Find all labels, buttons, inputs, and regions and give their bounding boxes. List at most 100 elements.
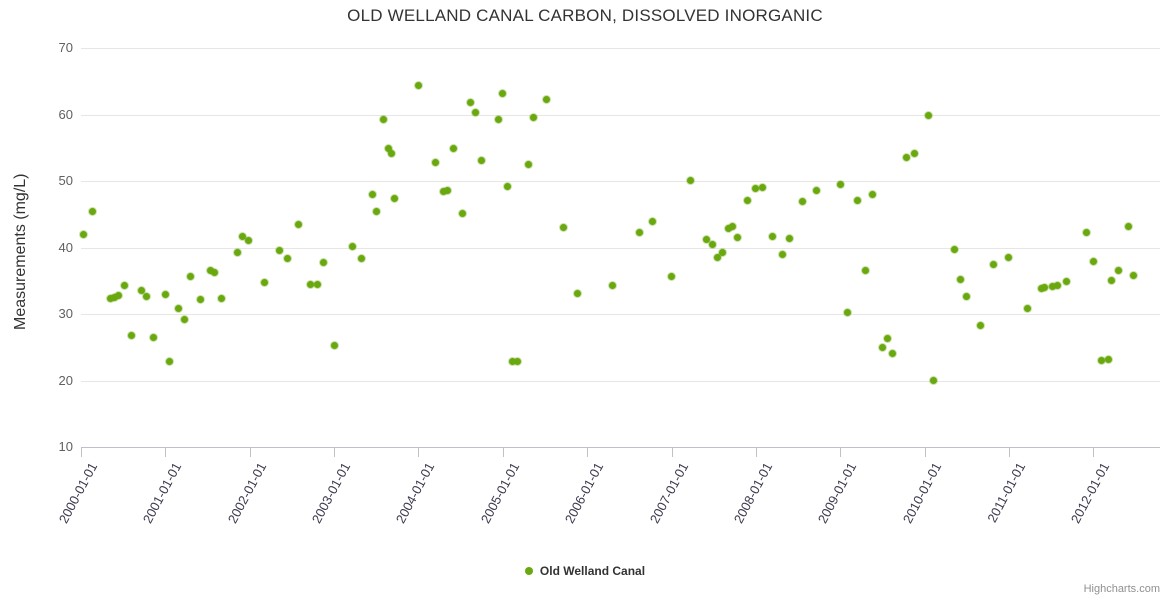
credits-label[interactable]: Highcharts.com	[1083, 583, 1160, 595]
scatter-point[interactable]	[161, 291, 169, 299]
scatter-point[interactable]	[128, 331, 136, 339]
scatter-point[interactable]	[187, 273, 195, 281]
scatter-point[interactable]	[1098, 357, 1106, 365]
scatter-point[interactable]	[107, 294, 115, 302]
scatter-point[interactable]	[668, 273, 676, 281]
scatter-point[interactable]	[1054, 281, 1062, 289]
scatter-point[interactable]	[786, 235, 794, 243]
scatter-point[interactable]	[210, 269, 218, 277]
scatter-point[interactable]	[1040, 283, 1048, 291]
scatter-point[interactable]	[649, 218, 657, 226]
scatter-point[interactable]	[529, 114, 537, 122]
scatter-point[interactable]	[306, 281, 314, 289]
scatter-point[interactable]	[759, 184, 767, 192]
scatter-point[interactable]	[733, 234, 741, 242]
scatter-point[interactable]	[1105, 355, 1113, 363]
scatter-point[interactable]	[143, 293, 151, 301]
scatter-point[interactable]	[330, 341, 338, 349]
scatter-point[interactable]	[244, 236, 252, 244]
scatter-point[interactable]	[925, 112, 933, 120]
scatter-point[interactable]	[884, 335, 891, 343]
scatter-point[interactable]	[1024, 305, 1032, 313]
scatter-point[interactable]	[862, 267, 870, 275]
scatter-point[interactable]	[608, 281, 616, 289]
scatter-point[interactable]	[414, 82, 422, 90]
scatter-point[interactable]	[560, 224, 568, 232]
scatter-point[interactable]	[878, 343, 886, 351]
scatter-point[interactable]	[902, 154, 910, 162]
scatter-point[interactable]	[743, 197, 751, 205]
scatter-point[interactable]	[718, 249, 726, 257]
scatter-point[interactable]	[513, 357, 521, 365]
scatter-point[interactable]	[713, 253, 721, 261]
scatter-point[interactable]	[387, 150, 395, 158]
scatter-point[interactable]	[509, 358, 517, 366]
scatter-point[interactable]	[929, 377, 937, 384]
scatter-point[interactable]	[836, 180, 844, 188]
scatter-point[interactable]	[206, 267, 214, 275]
scatter-point[interactable]	[1062, 277, 1070, 285]
scatter-point[interactable]	[843, 308, 851, 316]
scatter-point[interactable]	[478, 156, 486, 164]
scatter-point[interactable]	[956, 275, 964, 283]
scatter-point[interactable]	[450, 144, 458, 152]
scatter-point[interactable]	[703, 236, 711, 244]
scatter-point[interactable]	[1049, 282, 1057, 290]
scatter-point[interactable]	[89, 208, 97, 216]
scatter-point[interactable]	[181, 315, 189, 323]
scatter-point[interactable]	[349, 242, 357, 250]
scatter-point[interactable]	[798, 198, 806, 206]
scatter-point[interactable]	[524, 160, 532, 168]
scatter-point[interactable]	[728, 223, 736, 231]
scatter-point[interactable]	[1108, 277, 1116, 285]
scatter-point[interactable]	[261, 279, 269, 287]
scatter-point[interactable]	[111, 293, 119, 301]
scatter-point[interactable]	[963, 293, 971, 301]
scatter-point[interactable]	[115, 291, 123, 299]
scatter-point[interactable]	[725, 225, 733, 233]
scatter-point[interactable]	[284, 255, 292, 263]
scatter-point[interactable]	[990, 260, 998, 268]
scatter-point[interactable]	[911, 150, 918, 158]
scatter-point[interactable]	[150, 333, 158, 341]
scatter-point[interactable]	[499, 89, 507, 97]
scatter-point[interactable]	[295, 221, 303, 229]
scatter-point[interactable]	[868, 190, 876, 198]
scatter-point[interactable]	[472, 109, 480, 116]
scatter-point[interactable]	[217, 294, 225, 302]
scatter-point[interactable]	[197, 295, 205, 303]
scatter-point[interactable]	[752, 185, 760, 193]
scatter-point[interactable]	[175, 304, 183, 312]
scatter-point[interactable]	[80, 231, 88, 239]
scatter-point[interactable]	[1083, 229, 1091, 237]
scatter-point[interactable]	[1089, 257, 1097, 265]
scatter-point[interactable]	[853, 197, 861, 205]
scatter-point[interactable]	[708, 241, 716, 249]
scatter-point[interactable]	[889, 350, 897, 358]
legend-item-old-welland-canal[interactable]: Old Welland Canal	[524, 563, 645, 578]
scatter-point[interactable]	[368, 191, 376, 199]
scatter-point[interactable]	[275, 246, 283, 254]
scatter-point[interactable]	[431, 158, 439, 166]
scatter-point[interactable]	[233, 249, 241, 257]
scatter-point[interactable]	[1115, 266, 1123, 274]
scatter-point[interactable]	[372, 208, 380, 216]
scatter-point[interactable]	[686, 176, 694, 184]
scatter-point[interactable]	[384, 144, 392, 152]
scatter-point[interactable]	[358, 255, 366, 263]
scatter-point[interactable]	[950, 245, 958, 253]
scatter-point[interactable]	[635, 228, 643, 236]
scatter-point[interactable]	[503, 182, 511, 190]
scatter-point[interactable]	[467, 99, 475, 107]
scatter-point[interactable]	[976, 321, 984, 329]
scatter-point[interactable]	[443, 186, 451, 194]
scatter-point[interactable]	[1125, 222, 1133, 230]
scatter-point[interactable]	[769, 232, 777, 240]
scatter-point[interactable]	[391, 195, 399, 203]
scatter-point[interactable]	[379, 116, 387, 124]
scatter-point[interactable]	[239, 232, 247, 240]
scatter-point[interactable]	[495, 115, 503, 123]
scatter-point[interactable]	[320, 259, 328, 267]
scatter-point[interactable]	[1130, 271, 1138, 279]
scatter-point[interactable]	[1005, 253, 1013, 261]
